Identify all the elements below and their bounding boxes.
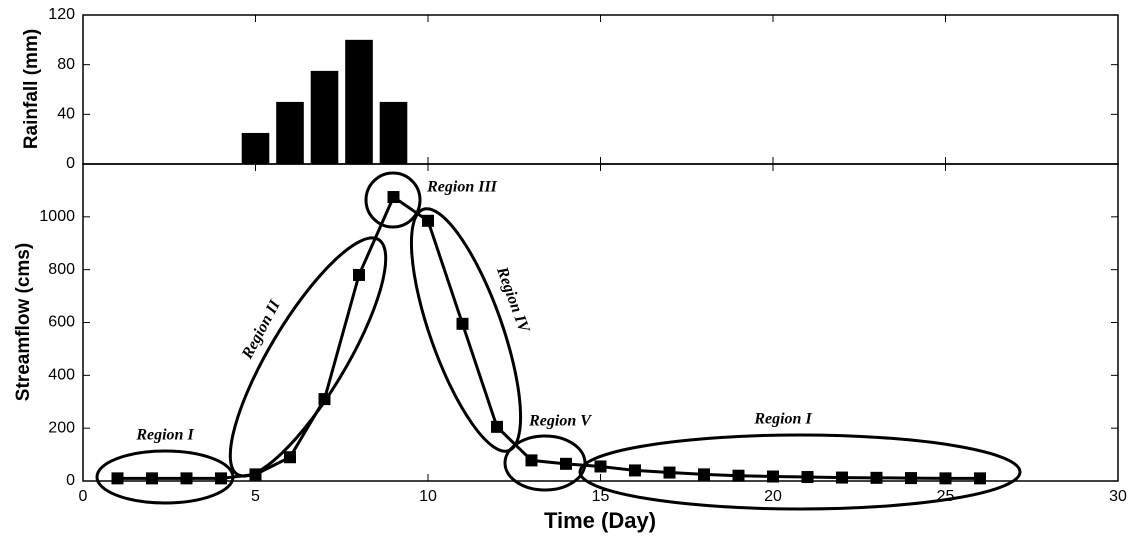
y-tick-label: 600: [48, 314, 75, 331]
marker: [422, 214, 434, 227]
y-axis-label: Rainfall (mm): [21, 29, 42, 149]
annotation: Region I: [135, 427, 194, 444]
x-axis-label: Time (Day): [544, 508, 656, 533]
region-ellipse: [578, 433, 1022, 511]
marker: [732, 469, 745, 482]
y-tick-label: 800: [48, 261, 75, 278]
bar: [276, 101, 304, 164]
annotation: Region I: [753, 411, 812, 428]
annotation: Region IV: [493, 264, 533, 336]
y-tick-label: 1000: [39, 208, 75, 225]
y-tick-label: 120: [48, 6, 75, 23]
annotation: Region II: [238, 297, 284, 363]
y-tick-label: 0: [66, 155, 75, 172]
marker: [629, 464, 641, 477]
y-tick-label: 0: [66, 472, 75, 489]
marker: [836, 471, 848, 484]
annotation: Region V: [528, 413, 592, 430]
x-tick-label: 30: [1109, 488, 1127, 505]
y-tick-label: 80: [57, 56, 75, 73]
marker: [870, 471, 883, 484]
marker: [491, 420, 503, 433]
y-axis-label: Streamflow (cms): [13, 243, 34, 401]
marker: [525, 454, 538, 467]
marker: [146, 472, 158, 485]
marker: [180, 472, 193, 485]
marker: [456, 317, 469, 330]
marker: [905, 472, 917, 485]
bar: [241, 132, 270, 164]
marker: [974, 472, 986, 485]
y-tick-label: 200: [48, 419, 75, 436]
marker: [353, 268, 365, 281]
plot-frame: [82, 163, 1119, 482]
y-tick-label: 40: [57, 106, 75, 123]
marker: [594, 460, 607, 473]
bar: [310, 70, 339, 164]
marker: [111, 472, 124, 485]
region-ellipse: [228, 236, 388, 478]
y-tick-label: 400: [48, 367, 75, 384]
plot-frame: [82, 14, 1119, 165]
x-tick-label: 5: [251, 488, 260, 505]
marker: [767, 470, 779, 483]
region-ellipse: [364, 171, 422, 229]
marker: [284, 451, 296, 464]
x-tick-label: 20: [764, 488, 782, 505]
bar: [345, 39, 373, 165]
marker: [387, 191, 400, 204]
marker: [939, 472, 952, 485]
x-tick-label: 15: [592, 488, 610, 505]
x-tick-label: 10: [419, 488, 437, 505]
annotation: Region III: [426, 179, 498, 196]
marker: [698, 468, 710, 481]
marker: [215, 472, 227, 485]
x-tick-label: 25: [937, 488, 955, 505]
marker: [560, 457, 572, 470]
marker: [663, 466, 676, 479]
bar: [379, 101, 408, 164]
x-tick-label: 0: [79, 488, 88, 505]
region-ellipse: [95, 449, 235, 505]
marker: [801, 471, 814, 484]
